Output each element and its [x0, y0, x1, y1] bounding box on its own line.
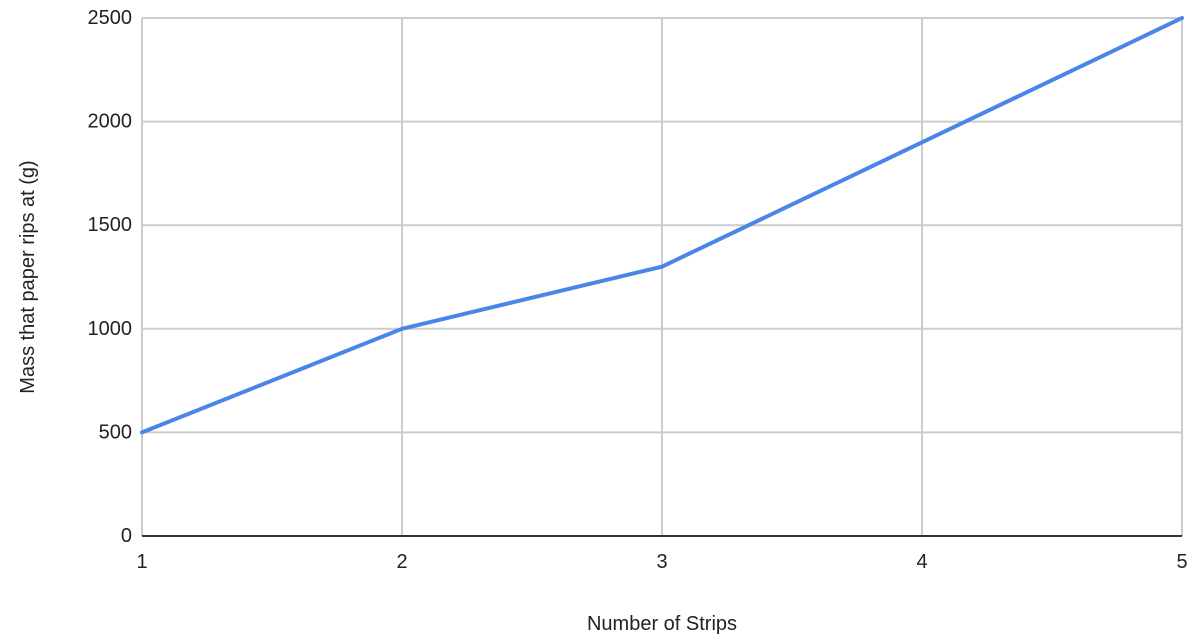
x-tick-label-4: 5: [1176, 551, 1187, 573]
grid-lines: [141, 17, 1183, 536]
x-axis-title: Number of Strips: [587, 613, 737, 635]
y-tick-label-0: 0: [121, 525, 132, 547]
x-tick-label-1: 2: [396, 551, 407, 573]
y-tick-label-2: 1000: [88, 318, 133, 340]
series-layer: [140, 16, 1184, 435]
x-tick-label-3: 4: [916, 551, 927, 573]
x-tick-label-2: 3: [656, 551, 667, 573]
x-tick-label-0: 1: [136, 551, 147, 573]
tick-labels: 0 500 1000 1500 2000 2500 1 2 3 4 5: [88, 7, 1188, 573]
y-tick-label-4: 2000: [88, 111, 133, 133]
y-tick-label-3: 1500: [88, 214, 133, 236]
y-axis-title: Mass that paper rips at (g): [17, 160, 39, 393]
y-tick-label-5: 2500: [88, 7, 133, 29]
y-tick-label-1: 500: [99, 421, 132, 443]
